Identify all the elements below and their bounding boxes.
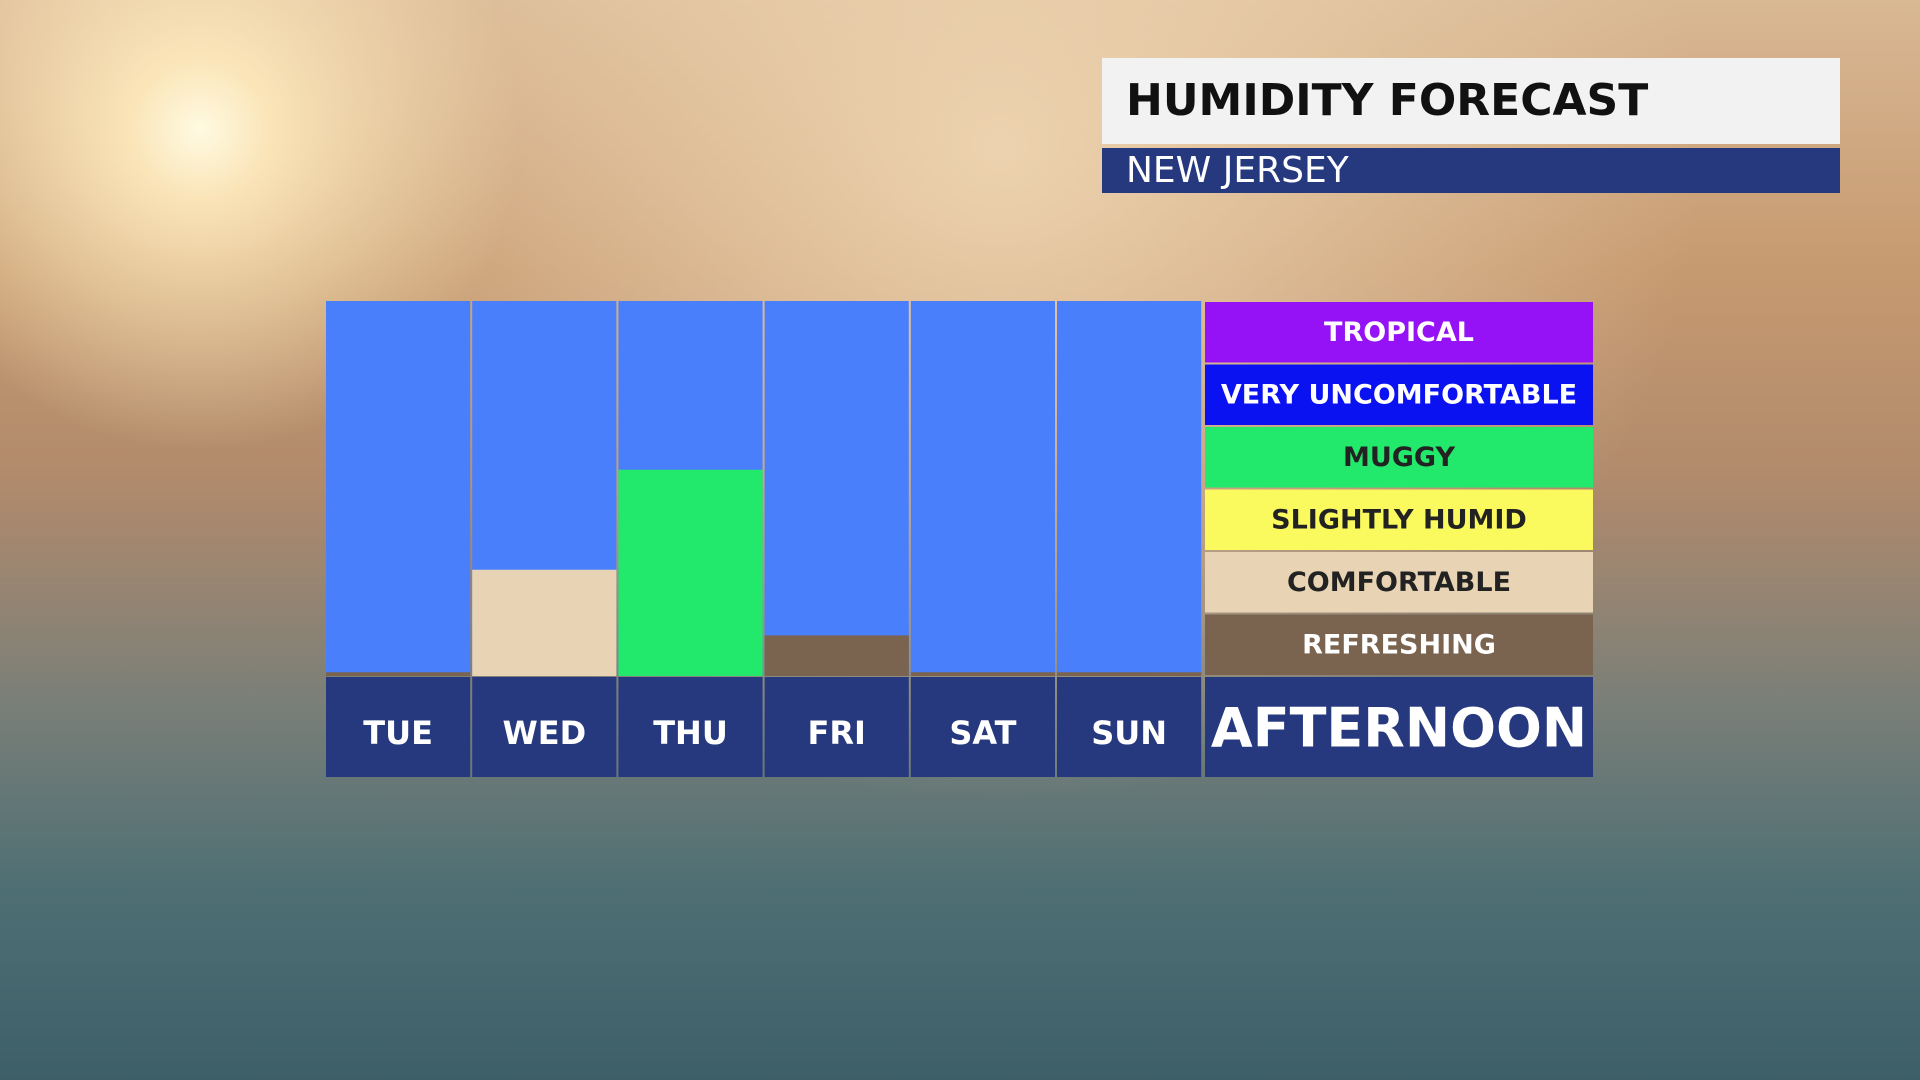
column-background <box>910 301 1055 676</box>
legend-swatch <box>1205 489 1593 550</box>
legend-label: REFRESHING <box>1302 629 1496 660</box>
day-box <box>472 677 617 777</box>
x-tick-label: WED <box>502 714 586 752</box>
column-background <box>764 301 909 676</box>
column-background <box>326 301 471 676</box>
bar <box>764 635 909 676</box>
day-box <box>764 677 909 777</box>
legend-label: SLIGHTLY HUMID <box>1271 504 1527 535</box>
legend-label: VERY UNCOMFORTABLE <box>1221 379 1577 410</box>
x-tick-label: THU <box>653 714 728 752</box>
x-tick-label: SAT <box>949 714 1016 752</box>
day-box <box>326 677 471 777</box>
period-box <box>1205 677 1593 777</box>
bar <box>472 569 617 676</box>
legend-label: MUGGY <box>1343 442 1456 473</box>
legend-swatch <box>1205 302 1593 363</box>
bar <box>618 469 763 676</box>
x-tick-label: SUN <box>1091 714 1167 752</box>
legend-swatch <box>1205 614 1593 675</box>
legend-label: COMFORTABLE <box>1287 567 1511 598</box>
x-tick-label: FRI <box>807 714 865 752</box>
subtitle: NEW JERSEY <box>1102 148 1840 193</box>
bar <box>1057 672 1202 676</box>
period-label: AFTERNOON <box>1211 697 1587 760</box>
legend-swatch <box>1205 364 1593 425</box>
legend-swatch <box>1205 552 1593 613</box>
title: HUMIDITY FORECAST <box>1102 58 1840 144</box>
day-box <box>618 677 763 777</box>
day-box <box>910 677 1055 777</box>
day-box <box>1057 677 1202 777</box>
column-background <box>1057 301 1202 676</box>
legend-label: TROPICAL <box>1324 317 1474 348</box>
bar <box>910 672 1055 676</box>
bar <box>326 672 471 676</box>
x-tick-label: TUE <box>363 714 433 752</box>
legend-swatch <box>1205 427 1593 488</box>
